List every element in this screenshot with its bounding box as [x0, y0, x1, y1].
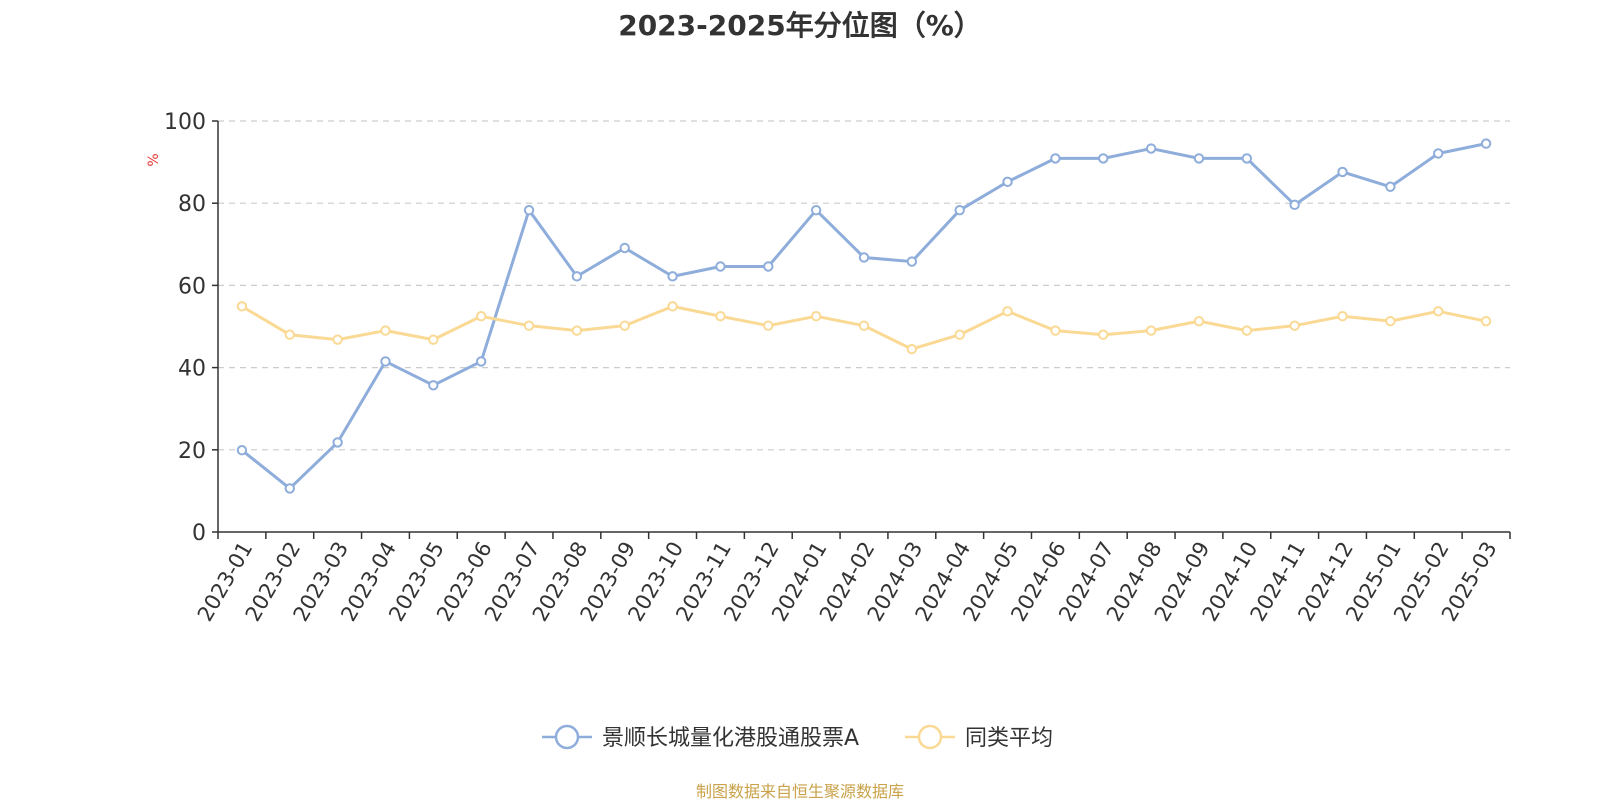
data-point[interactable]: [810, 311, 822, 322]
series-line-0: [240, 142, 1487, 490]
data-point[interactable]: [858, 320, 870, 331]
data-point[interactable]: [906, 256, 918, 267]
grid-lines: [218, 120, 1510, 451]
legend-label: 同类平均: [965, 726, 1053, 751]
data-point[interactable]: [1002, 306, 1013, 317]
data-point[interactable]: [332, 437, 343, 448]
data-point[interactable]: [858, 252, 870, 263]
source-note: 制图数据来自恒生聚源数据库: [695, 782, 904, 801]
y-tick-label: 0: [192, 521, 206, 546]
data-point[interactable]: [1433, 306, 1444, 317]
data-point[interactable]: [906, 343, 918, 355]
data-point[interactable]: [475, 311, 487, 322]
data-point[interactable]: [1241, 325, 1253, 336]
data-point[interactable]: [571, 271, 583, 282]
legend-marker: [917, 724, 943, 750]
y-tick-label: 20: [178, 439, 206, 464]
data-point[interactable]: [428, 380, 439, 391]
data-point[interactable]: [810, 204, 822, 216]
data-point[interactable]: [284, 483, 295, 494]
data-point[interactable]: [1385, 181, 1396, 192]
data-point[interactable]: [523, 204, 535, 216]
legend[interactable]: 景顺长城量化港股通股票A 同类平均: [542, 724, 1053, 751]
data-point[interactable]: [571, 325, 583, 336]
data-point[interactable]: [715, 311, 726, 322]
data-point[interactable]: [236, 301, 248, 312]
data-point[interactable]: [667, 301, 678, 312]
data-point[interactable]: [284, 329, 295, 340]
data-point[interactable]: [1098, 329, 1109, 340]
data-point[interactable]: [1145, 325, 1157, 336]
series-lines: [236, 138, 1492, 494]
data-point[interactable]: [1050, 153, 1061, 164]
data-point[interactable]: [954, 204, 965, 216]
data-point[interactable]: [1337, 311, 1348, 322]
data-point[interactable]: [1050, 325, 1061, 336]
y-tick-label: 40: [178, 357, 206, 382]
data-point[interactable]: [1241, 153, 1253, 164]
data-point[interactable]: [1289, 320, 1300, 331]
data-point[interactable]: [1145, 143, 1157, 154]
chart-title: 2023-2025年分位图（%）: [618, 9, 982, 42]
legend-marker: [554, 724, 580, 750]
data-point[interactable]: [1289, 199, 1300, 211]
data-point[interactable]: [1385, 315, 1396, 327]
data-point[interactable]: [380, 356, 391, 367]
data-point[interactable]: [523, 320, 535, 331]
data-point[interactable]: [1098, 153, 1109, 164]
data-point[interactable]: [954, 329, 965, 340]
y-tick-label: 80: [178, 192, 206, 217]
data-point[interactable]: [1480, 315, 1492, 327]
y-axis-label: %: [146, 153, 162, 166]
data-point[interactable]: [667, 271, 678, 282]
data-point[interactable]: [763, 320, 774, 331]
data-point[interactable]: [1193, 153, 1205, 164]
data-point[interactable]: [380, 325, 391, 336]
data-point[interactable]: [236, 445, 248, 456]
data-point[interactable]: [619, 242, 630, 254]
data-point[interactable]: [475, 356, 487, 367]
data-point[interactable]: [619, 320, 630, 331]
legend-item-1[interactable]: 同类平均: [905, 724, 1053, 751]
data-point[interactable]: [1193, 315, 1205, 327]
data-point[interactable]: [428, 334, 439, 345]
data-point[interactable]: [1002, 176, 1013, 188]
data-point[interactable]: [1480, 138, 1492, 149]
data-point[interactable]: [332, 334, 343, 345]
data-point[interactable]: [1433, 148, 1444, 159]
data-point[interactable]: [1337, 166, 1348, 178]
y-tick-label: 60: [178, 274, 206, 299]
data-point[interactable]: [763, 261, 774, 272]
y-tick-label: 100: [164, 110, 206, 135]
legend-label: 景顺长城量化港股通股票A: [602, 726, 859, 751]
legend-item-0[interactable]: 景顺长城量化港股通股票A: [542, 724, 859, 751]
data-point[interactable]: [715, 261, 726, 272]
